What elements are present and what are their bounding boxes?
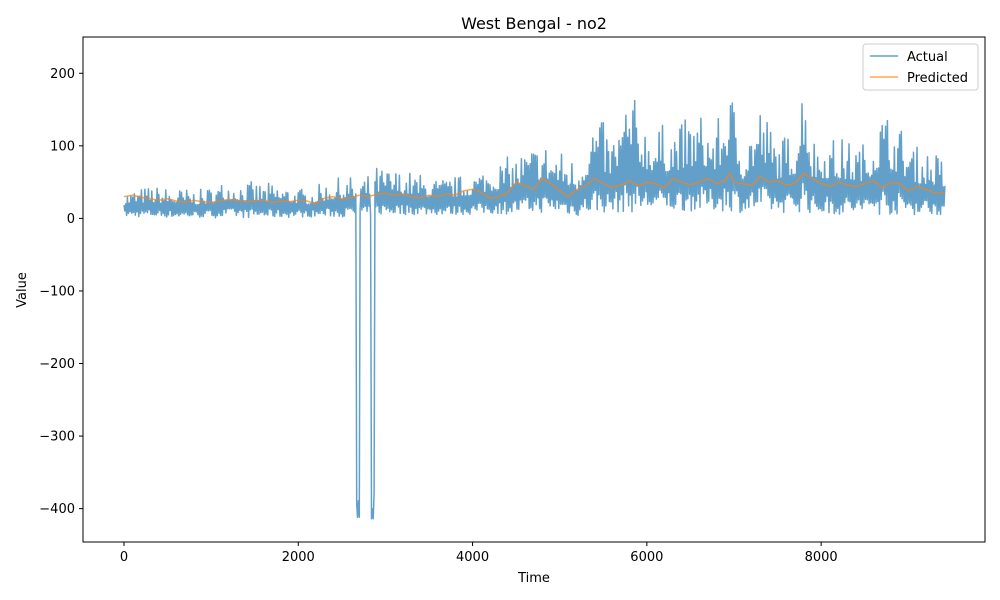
x-axis-ticks: 0 2000 4000 6000 8000 xyxy=(120,542,838,565)
x-tick-label: 0 xyxy=(120,550,128,565)
legend-label-predicted: Predicted xyxy=(907,71,968,86)
plot-area xyxy=(83,37,985,542)
y-tick-label: −100 xyxy=(39,284,75,299)
x-tick-label: 2000 xyxy=(282,550,315,565)
chart-title: West Bengal - no2 xyxy=(461,14,607,33)
y-tick-label: 0 xyxy=(67,212,75,227)
x-axis-label: Time xyxy=(517,571,550,586)
y-tick-label: −300 xyxy=(39,430,75,445)
legend-label-actual: Actual xyxy=(907,50,948,65)
y-tick-label: −400 xyxy=(39,502,75,517)
y-tick-label: 200 xyxy=(50,67,75,82)
x-tick-label: 8000 xyxy=(805,550,838,565)
series-line-predicted xyxy=(123,172,945,205)
x-tick-label: 6000 xyxy=(630,550,663,565)
y-axis-ticks: −400 −300 −200 −100 0 100 200 xyxy=(39,67,83,517)
y-tick-label: 100 xyxy=(50,139,75,154)
y-axis-label: Value xyxy=(15,272,30,308)
legend: Actual Predicted xyxy=(862,43,979,91)
y-tick-label: −200 xyxy=(39,357,75,372)
axes-background xyxy=(83,37,985,542)
series-line-actual xyxy=(123,99,946,520)
series-layer xyxy=(123,99,946,520)
x-tick-label: 4000 xyxy=(456,550,489,565)
axes-frame xyxy=(82,36,986,543)
